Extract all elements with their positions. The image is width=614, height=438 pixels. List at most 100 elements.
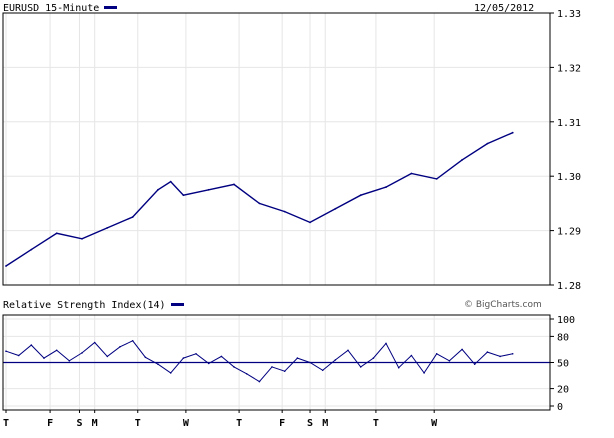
legend-swatch — [104, 5, 118, 9]
main-point-3 — [81, 237, 83, 240]
main-ytick-label-3: 1.30 — [557, 172, 581, 183]
rsi-point-3 — [43, 357, 45, 359]
main-point-8 — [182, 194, 185, 197]
main-point-9 — [207, 188, 210, 191]
rsi-point-30 — [385, 342, 387, 345]
main-point-13 — [309, 221, 311, 224]
copyright: © BigCharts.com — [464, 300, 542, 310]
x-tick-label-8: S — [307, 418, 313, 429]
rsi-point-20 — [258, 380, 261, 383]
main-point-10 — [233, 183, 235, 186]
rsi-point-29 — [372, 357, 375, 359]
rsi-point-32 — [410, 354, 413, 357]
x-tick-label-0: T — [3, 418, 9, 429]
x-tick-label-9: M — [322, 418, 328, 429]
main-point-12 — [283, 210, 286, 213]
rsi-point-24 — [309, 361, 311, 364]
rsi-point-13 — [169, 372, 172, 374]
rsi-point-15 — [195, 353, 197, 355]
rsi-point-23 — [296, 357, 299, 359]
x-tick-label-6: T — [236, 418, 242, 429]
main-point-14 — [334, 207, 337, 210]
rsi-point-8 — [106, 355, 109, 358]
x-tick-label-11: W — [431, 418, 438, 429]
rsi-point-39 — [499, 355, 501, 358]
rsi-title-text: Relative Strength Index(14) — [3, 300, 166, 311]
main-ytick-label-5: 1.28 — [557, 281, 581, 292]
rsi-point-25 — [321, 369, 324, 372]
main-point-11 — [258, 202, 261, 205]
main-ytick-label-2: 1.31 — [557, 118, 581, 129]
rsi-point-33 — [423, 372, 425, 374]
rsi-point-2 — [30, 344, 33, 346]
rsi-point-22 — [283, 370, 286, 373]
rsi-point-9 — [119, 346, 121, 348]
main-series-line-0 — [5, 132, 513, 267]
main-point-17 — [410, 172, 413, 175]
rsi-point-14 — [182, 357, 185, 359]
rsi-point-21 — [271, 366, 273, 368]
rsi-point-40 — [511, 353, 514, 355]
rsi-point-31 — [397, 366, 400, 369]
rsi-ytick-label-2: 50 — [557, 359, 569, 370]
main-point-4 — [106, 227, 109, 229]
rsi-point-6 — [81, 352, 83, 354]
rsi-point-11 — [144, 356, 147, 359]
main-point-16 — [385, 186, 387, 189]
rsi-point-34 — [435, 353, 438, 355]
rsi-point-16 — [207, 362, 210, 365]
x-tick-label-2: S — [76, 418, 82, 429]
rsi-point-38 — [486, 351, 489, 353]
main-plot-frame — [2, 12, 551, 286]
main-point-6 — [157, 188, 159, 191]
rsi-point-19 — [245, 373, 248, 375]
rsi-point-37 — [473, 363, 476, 366]
chart-title: EURUSD 15-Minute — [3, 3, 118, 14]
chart-title-text: EURUSD 15-Minute — [3, 3, 100, 14]
rsi-point-7 — [93, 341, 96, 344]
rsi-ytick-label-0: 100 — [557, 315, 575, 326]
main-point-18 — [435, 178, 438, 180]
rsi-point-27 — [347, 349, 349, 352]
rsi-title: Relative Strength Index(14) — [3, 300, 184, 311]
rsi-point-26 — [334, 359, 337, 361]
main-series — [5, 131, 514, 267]
main-ytick-label-1: 1.32 — [557, 63, 581, 74]
x-tick-label-7: F — [279, 418, 285, 429]
main-point-15 — [359, 194, 362, 197]
rsi-point-10 — [131, 340, 134, 342]
x-tick-label-5: W — [183, 418, 190, 429]
rsi-ytick-label-1: 80 — [557, 332, 569, 343]
rsi-point-36 — [461, 348, 463, 351]
rsi-point-17 — [220, 355, 223, 358]
main-ytick-label-0: 1.33 — [557, 9, 581, 20]
rsi-point-1 — [17, 354, 20, 357]
main-grid — [3, 12, 550, 286]
main-ytick-label-4: 1.29 — [557, 227, 581, 238]
rsi-point-0 — [5, 350, 7, 353]
main-point-19 — [461, 159, 463, 161]
rsi-point-18 — [233, 366, 235, 368]
main-point-20 — [486, 142, 489, 145]
rsi-point-4 — [55, 349, 58, 352]
rsi-series-line-0 — [5, 340, 513, 383]
x-tick-label-3: M — [92, 418, 98, 429]
rsi-ytick-label-4: 0 — [557, 402, 563, 413]
rsi-point-28 — [359, 366, 362, 368]
x-tick-label-10: T — [373, 418, 379, 429]
rsi-y-ticks: 100 80 50 20 0 — [550, 315, 575, 413]
chart-date: 12/05/2012 — [474, 3, 535, 14]
rsi-point-35 — [448, 360, 451, 362]
main-y-ticks: 1.33 1.32 1.31 1.30 1.29 1.28 — [550, 9, 581, 292]
x-tick-label-4: T — [135, 418, 141, 429]
main-point-0 — [5, 265, 7, 267]
rsi-series — [3, 340, 550, 383]
main-point-2 — [55, 232, 58, 235]
main-point-21 — [511, 131, 514, 134]
main-point-1 — [30, 248, 33, 251]
rsi-point-5 — [68, 360, 71, 362]
main-point-5 — [131, 216, 134, 218]
main-point-7 — [169, 180, 172, 183]
